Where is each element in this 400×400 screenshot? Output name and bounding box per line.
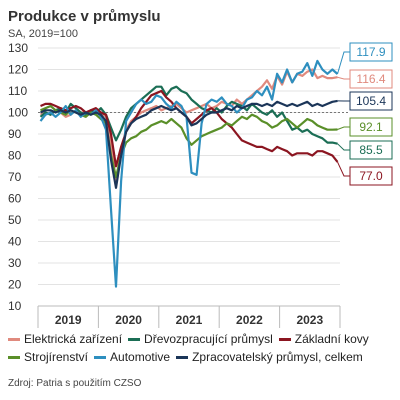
legend-label: Strojírenství — [24, 350, 89, 364]
legend-item-drevozpracujici: Dřevozpracující průmysl — [128, 332, 273, 346]
end-label-connector — [337, 126, 350, 130]
x-tick-label: 2023 — [296, 313, 323, 327]
end-value-label: 105.4 — [356, 94, 386, 108]
y-tick-label: 10 — [8, 299, 22, 313]
y-tick-label: 70 — [8, 170, 22, 184]
end-label-box — [349, 42, 393, 62]
y-tick-label: 40 — [8, 235, 22, 249]
end-label-box — [349, 117, 393, 137]
legend-item-elektricka-zarizeni: Elektrická zařízení — [8, 332, 122, 346]
end-label-box — [349, 69, 393, 89]
end-value-label: 85.5 — [359, 143, 383, 157]
y-tick-label: 110 — [8, 84, 27, 98]
legend-label: Elektrická zařízení — [24, 332, 123, 346]
legend-swatch-zpracovatelsky — [176, 355, 189, 359]
legend: Elektrická zařízení Dřevozpracující prům… — [8, 330, 400, 366]
end-label-box — [349, 166, 393, 186]
x-tick-label: 2022 — [236, 313, 263, 327]
legend-label: Dřevozpracující průmysl — [144, 332, 273, 346]
y-tick-label: 80 — [8, 149, 22, 163]
y-tick-label: 50 — [8, 213, 22, 227]
legend-item-automotive: Automotive — [94, 350, 170, 364]
series-lines — [39, 59, 339, 288]
series-line-5 — [40, 99, 338, 189]
y-tick-label: 60 — [8, 192, 22, 206]
x-tick-label: 2019 — [55, 313, 82, 327]
legend-swatch-zakladni-kovy — [278, 337, 291, 341]
series-line-0 — [40, 68, 338, 183]
legend-swatch-drevozpracujici — [128, 337, 141, 341]
x-axis-tick-labels: 2019 2020 2021 2022 2023 — [37, 305, 341, 328]
end-value-label: 116.4 — [356, 72, 385, 86]
x-tick-label: 2021 — [176, 313, 203, 327]
y-tick-label: 90 — [8, 127, 22, 141]
y-tick-label: 20 — [8, 278, 22, 292]
end-value-labels: 116.4 85.5 77.0 92.1 117.9 105.4 — [337, 42, 393, 186]
y-tick-label: 100 — [8, 106, 28, 120]
chart-title: Produkce v průmyslu — [8, 8, 161, 25]
end-label-box — [349, 91, 393, 111]
legend-item-strojirenstvi: Strojírenství — [8, 350, 88, 364]
y-tick-label: 120 — [8, 63, 28, 77]
end-value-label: 77.0 — [359, 169, 383, 183]
source-note: Zdroj: Patria s použitím CZSO — [8, 378, 142, 389]
legend-swatch-automotive — [94, 355, 107, 359]
legend-swatch-strojirenstvi — [8, 355, 20, 359]
legend-item-zakladni-kovy: Základní kovy — [278, 332, 369, 346]
chart-subtitle: SA, 2019=100 — [8, 28, 79, 40]
legend-label: Automotive — [110, 350, 171, 364]
end-label-box — [349, 140, 393, 160]
legend-item-zpracovatelsky: Zpracovatelský průmysl, celkem — [176, 350, 363, 364]
end-label-connector — [337, 143, 350, 151]
end-value-label: 92.1 — [359, 120, 383, 134]
legend-label: Základní kovy — [294, 332, 369, 346]
end-label-connector — [337, 161, 350, 177]
x-tick-label: 2020 — [115, 313, 142, 327]
y-tick-label: 130 — [8, 41, 28, 55]
end-label-connector — [337, 76, 350, 80]
y-axis-tick-labels: 10 20 30 40 50 60 70 80 90 100 110 120 130 — [8, 41, 28, 313]
legend-swatch-elektricka-zarizeni — [8, 337, 20, 341]
end-value-label: 117.9 — [356, 45, 385, 59]
y-gridlines — [38, 47, 350, 307]
legend-label: Zpracovatelský průmysl, celkem — [192, 350, 363, 364]
end-label-connector — [337, 51, 350, 75]
y-tick-label: 30 — [8, 256, 22, 270]
